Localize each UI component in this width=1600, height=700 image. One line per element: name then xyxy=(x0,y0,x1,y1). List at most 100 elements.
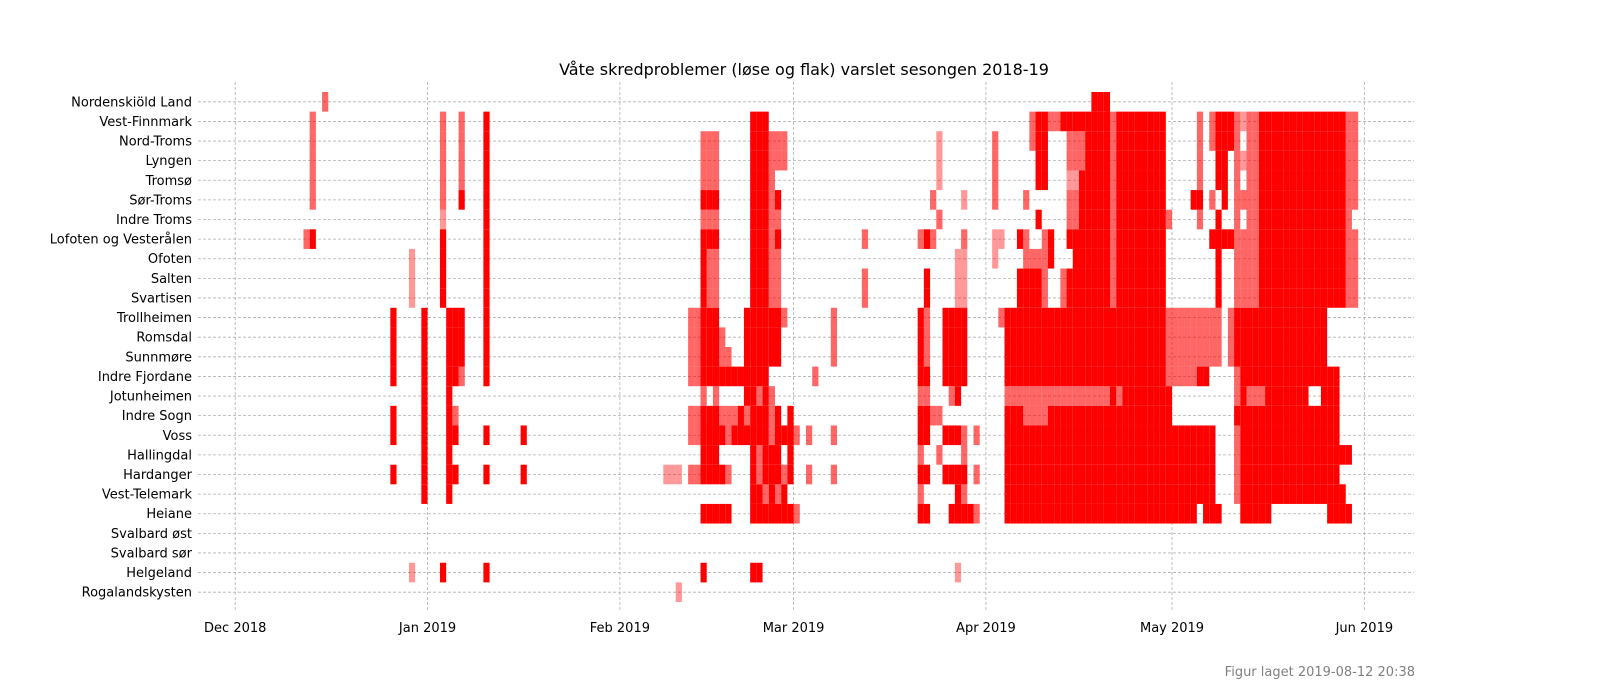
forecast-cell xyxy=(1122,366,1129,387)
forecast-cell xyxy=(961,327,968,347)
forecast-cell xyxy=(1283,190,1290,210)
forecast-cell xyxy=(1327,111,1334,132)
forecast-cell xyxy=(1314,425,1321,446)
forecast-cell xyxy=(1141,288,1148,308)
forecast-cell xyxy=(1345,209,1352,230)
forecast-cell xyxy=(1246,131,1253,151)
forecast-cell xyxy=(1234,111,1241,132)
forecast-cell xyxy=(1203,366,1210,387)
forecast-cell xyxy=(1060,425,1067,446)
forecast-cell xyxy=(1277,229,1284,249)
forecast-cell xyxy=(1308,366,1315,387)
forecast-cell xyxy=(750,111,757,132)
forecast-cell xyxy=(1246,209,1253,230)
forecast-cell xyxy=(1302,248,1309,269)
forecast-cell xyxy=(1122,425,1129,446)
forecast-cell xyxy=(917,484,924,504)
forecast-cell xyxy=(1159,288,1166,308)
forecast-cell xyxy=(1215,209,1222,230)
forecast-cell xyxy=(1234,288,1241,308)
forecast-cell xyxy=(1110,503,1117,524)
forecast-cell xyxy=(1103,229,1110,249)
forecast-cell xyxy=(762,405,769,426)
forecast-cell xyxy=(1271,405,1278,426)
forecast-cell xyxy=(1184,484,1191,504)
forecast-cell xyxy=(756,366,763,387)
forecast-cell xyxy=(1215,229,1222,249)
forecast-cell xyxy=(688,425,695,446)
forecast-cell xyxy=(1091,229,1098,249)
forecast-cell xyxy=(1078,248,1086,269)
forecast-cell xyxy=(1190,503,1197,524)
forecast-cell xyxy=(1041,503,1048,524)
forecast-cell xyxy=(706,464,713,485)
forecast-cell xyxy=(1060,307,1067,328)
forecast-cell xyxy=(781,484,788,504)
forecast-cell xyxy=(1023,484,1030,504)
forecast-cell xyxy=(1091,425,1098,446)
forecast-cell xyxy=(1047,503,1055,524)
forecast-cell xyxy=(1302,268,1309,289)
forecast-cell xyxy=(781,464,788,485)
forecast-cell xyxy=(756,347,763,367)
forecast-cell xyxy=(452,307,459,328)
forecast-cell xyxy=(1333,405,1340,426)
forecast-cell xyxy=(1153,307,1160,328)
forecast-cell xyxy=(1240,484,1247,504)
forecast-cell xyxy=(1147,288,1154,308)
forecast-cell xyxy=(756,268,763,289)
forecast-cell xyxy=(861,288,869,308)
forecast-cell xyxy=(961,307,968,328)
forecast-cell xyxy=(1327,190,1334,210)
forecast-cell xyxy=(1035,131,1042,151)
forecast-cell xyxy=(1141,503,1148,524)
forecast-cell xyxy=(1141,111,1148,132)
forecast-cell xyxy=(1165,386,1173,406)
y-tick-label: Indre Troms xyxy=(116,213,192,228)
forecast-cell xyxy=(1122,327,1129,347)
forecast-cell xyxy=(973,425,980,446)
forecast-cell xyxy=(1072,347,1079,367)
forecast-cell xyxy=(1296,425,1303,446)
forecast-cell xyxy=(1153,405,1160,426)
forecast-cell xyxy=(1110,170,1117,191)
forecast-cell xyxy=(1072,111,1079,132)
forecast-cell xyxy=(1072,484,1079,504)
forecast-cell xyxy=(1258,484,1266,504)
forecast-cell xyxy=(1252,464,1259,485)
forecast-cell xyxy=(1314,366,1321,387)
forecast-cell xyxy=(1314,131,1321,151)
forecast-cell xyxy=(1066,209,1073,230)
forecast-cell xyxy=(768,503,775,524)
y-tick-label: Sør-Troms xyxy=(129,193,192,208)
forecast-cell xyxy=(1035,248,1042,269)
forecast-cell xyxy=(1054,464,1061,485)
forecast-cell xyxy=(1234,307,1241,328)
forecast-cell xyxy=(1203,327,1210,347)
forecast-cell xyxy=(706,327,713,347)
forecast-cell xyxy=(1097,445,1104,465)
forecast-cell xyxy=(1351,288,1359,308)
forecast-cell xyxy=(923,268,931,289)
forecast-cell xyxy=(1196,347,1204,367)
forecast-cell xyxy=(700,190,707,210)
forecast-cell xyxy=(756,248,763,269)
forecast-cell xyxy=(948,503,955,524)
forecast-cell xyxy=(1277,366,1284,387)
forecast-cell xyxy=(1302,307,1309,328)
forecast-cell xyxy=(1252,288,1259,308)
forecast-cell xyxy=(1054,386,1061,406)
forecast-cell xyxy=(1103,347,1110,367)
forecast-cell xyxy=(1141,386,1148,406)
forecast-cell xyxy=(1215,288,1222,308)
forecast-cell xyxy=(1147,131,1154,151)
forecast-cell xyxy=(1302,229,1309,249)
forecast-cell xyxy=(1283,288,1290,308)
forecast-cell xyxy=(1277,405,1284,426)
forecast-cell xyxy=(923,425,931,446)
forecast-cell xyxy=(1302,445,1309,465)
forecast-cell xyxy=(774,268,782,289)
forecast-cell xyxy=(1240,307,1247,328)
forecast-cell xyxy=(1060,503,1067,524)
forecast-cell xyxy=(1128,190,1135,210)
